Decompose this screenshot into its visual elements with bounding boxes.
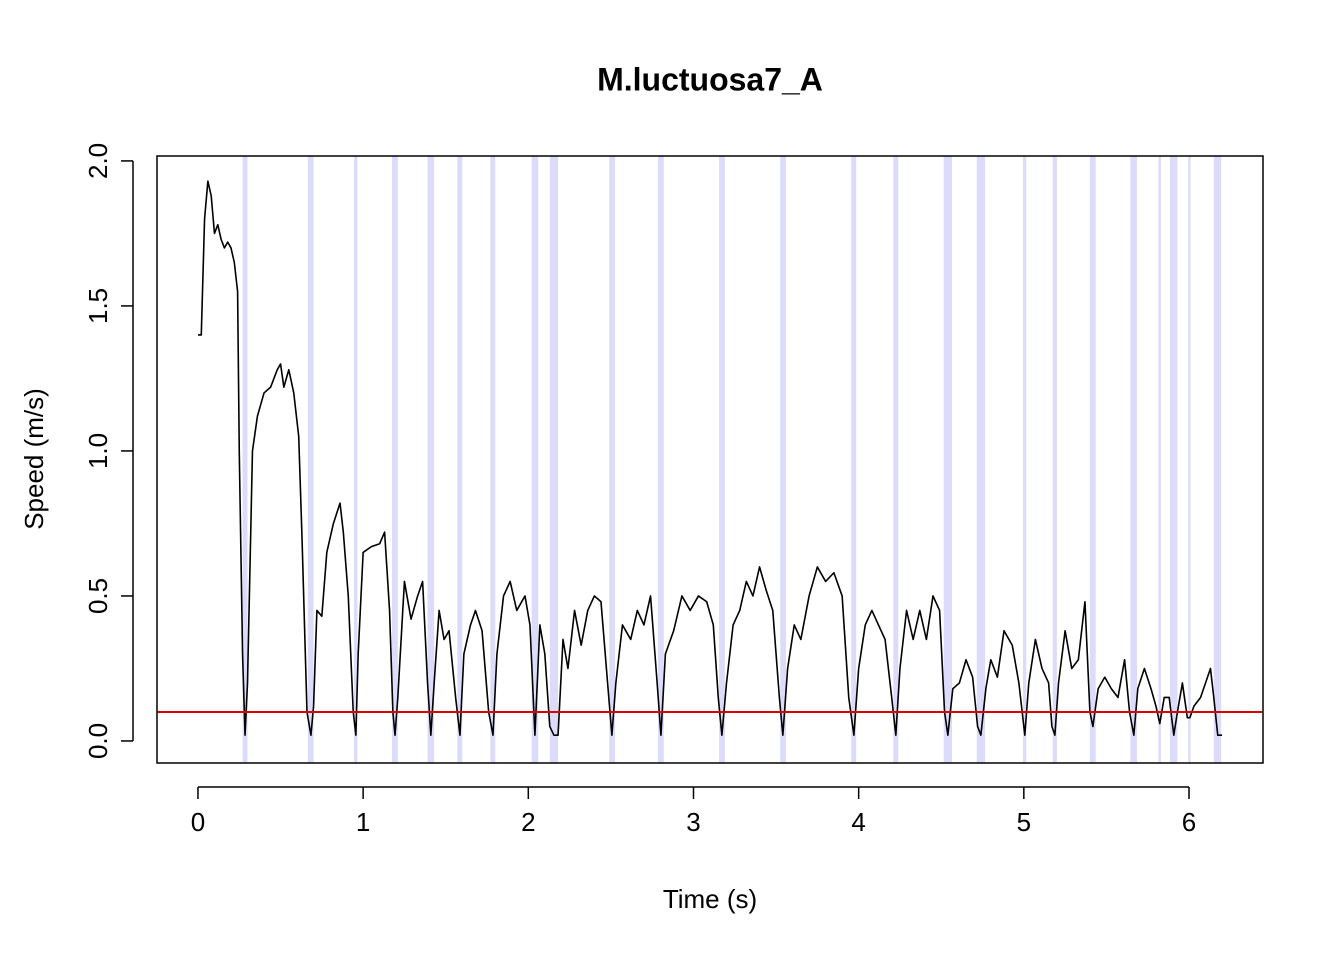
y-axis-label: Speed (m/s) [19,388,49,530]
band [1023,156,1027,763]
band [609,156,616,763]
band [1170,156,1178,763]
band [354,156,358,763]
x-tick-label: 3 [686,807,700,837]
band [1213,156,1222,763]
band [242,156,248,763]
y-tick-label: 0.5 [83,578,113,614]
band [531,156,539,763]
y-tick-label: 0.0 [83,723,113,759]
y-tick-label: 1.5 [83,288,113,324]
band [780,156,786,763]
x-tick-label: 1 [356,807,370,837]
x-tick-label: 5 [1017,807,1031,837]
band [1130,156,1137,763]
x-axis-label: Time (s) [663,884,757,914]
band [1089,156,1096,763]
chart-title: M.luctuosa7_A [597,61,823,97]
plot-frame [156,155,1264,764]
band [427,156,435,763]
band [976,156,986,763]
band [851,156,857,763]
y-tick-label: 1.0 [83,433,113,469]
band [893,156,899,763]
band [943,156,952,763]
band [490,156,496,763]
y-tick-label: 2.0 [83,143,113,179]
band [307,156,314,763]
band [549,156,559,763]
band [457,156,463,763]
x-tick-label: 4 [851,807,865,837]
band [719,156,725,763]
band [392,156,398,763]
x-tick-label: 6 [1182,807,1196,837]
speed-line [197,180,1223,736]
x-tick-label: 0 [191,807,205,837]
band [657,156,664,763]
band [1052,156,1057,763]
band [1188,156,1191,763]
band [1158,156,1161,763]
x-tick-label: 2 [521,807,535,837]
